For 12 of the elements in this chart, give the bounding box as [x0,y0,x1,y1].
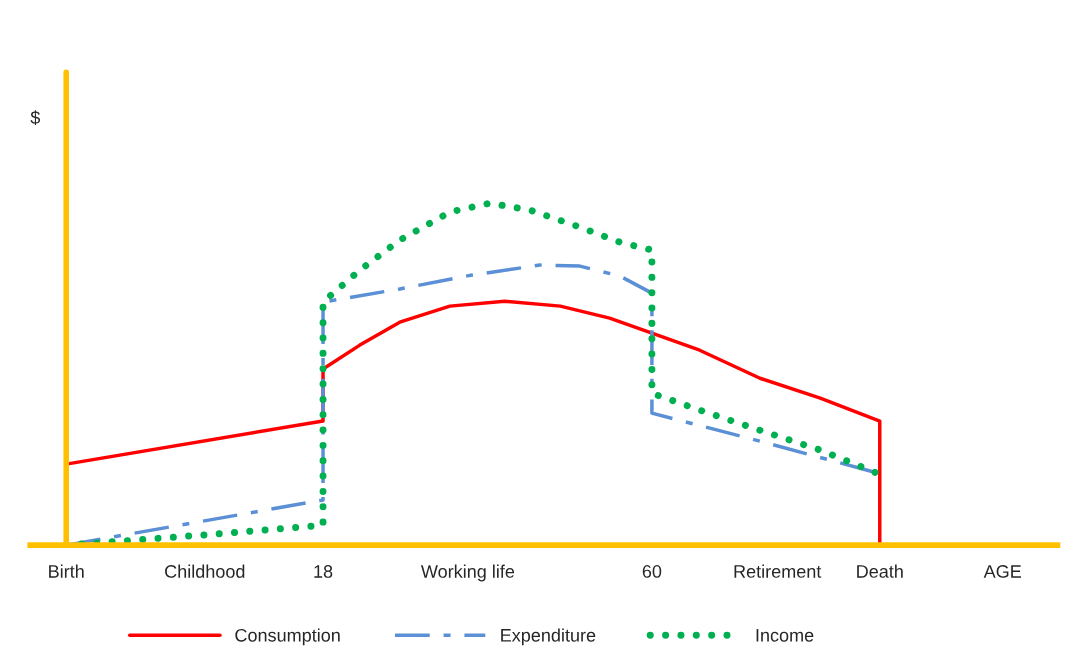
x-tick-label: Birth [49,564,84,578]
x-tick-label: Working life [420,564,515,582]
x-tick-label: AGE [983,565,1021,578]
x-tick-label: Childhood [165,564,245,578]
legend-label: Consumption [235,628,340,646]
legend-label: Income [756,629,814,642]
x-tick-label: Retirement [734,564,822,578]
y-axis-title: $ [30,110,41,125]
legend-label: Expenditure [501,628,596,646]
x-tick-label: Death [857,564,903,578]
x-tick-label: 60 [642,565,662,578]
x-tick-label: 18 [314,565,333,578]
